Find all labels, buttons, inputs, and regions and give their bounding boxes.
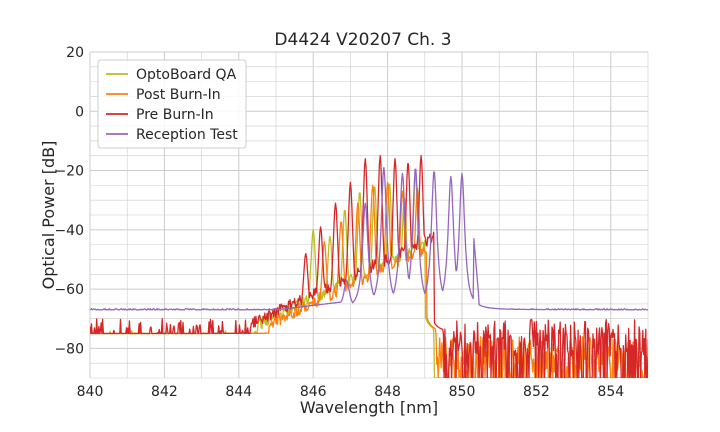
series-group — [90, 155, 648, 378]
y-tick-label: −40 — [54, 223, 84, 239]
y-tick-label: 20 — [66, 45, 84, 61]
y-tick-label: −80 — [54, 341, 84, 357]
x-tick-label: 854 — [597, 384, 624, 400]
legend-label: Reception Test — [136, 127, 238, 143]
x-tick-label: 846 — [300, 384, 327, 400]
y-axis-title: Optical Power [dB] — [39, 141, 58, 290]
x-axis-title: Wavelength [nm] — [300, 398, 438, 417]
series-line-reception-test — [90, 166, 648, 311]
chart-title: D4424 V20207 Ch. 3 — [274, 30, 451, 50]
axis-ticks: 840 842 844 846 848 850 852 854 −80 −60 −40 −20 0 20 — [54, 45, 624, 400]
legend: OptoBoard QA Post Burn-In Pre Burn-In Recep… — [97, 59, 247, 149]
x-tick-label: 852 — [523, 384, 550, 400]
legend-box — [97, 59, 247, 149]
legend-label: Pre Burn-In — [136, 107, 214, 123]
legend-label: OptoBoard QA — [136, 67, 237, 83]
x-tick-label: 840 — [77, 384, 104, 400]
x-tick-label: 844 — [225, 384, 252, 400]
y-tick-label: −20 — [54, 164, 84, 180]
y-tick-label: 0 — [75, 104, 84, 120]
legend-label: Post Burn-In — [136, 87, 221, 103]
x-tick-label: 842 — [151, 384, 178, 400]
x-tick-label: 848 — [374, 384, 401, 400]
y-tick-label: −60 — [54, 282, 84, 298]
x-tick-label: 850 — [449, 384, 476, 400]
